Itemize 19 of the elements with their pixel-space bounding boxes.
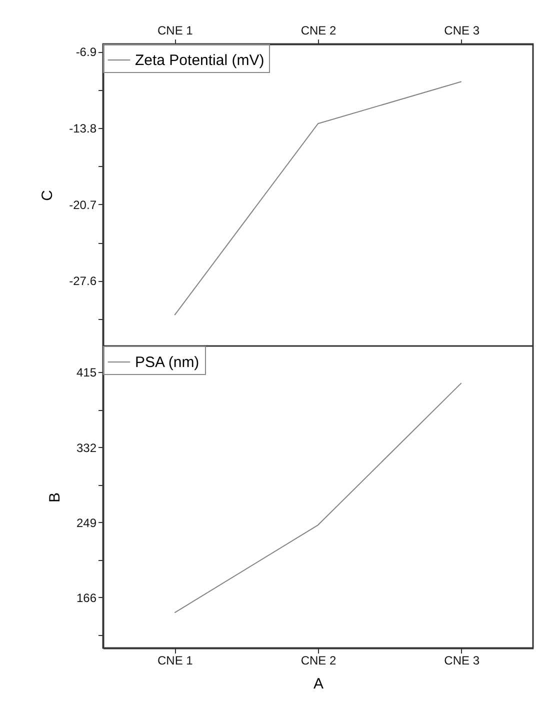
x-tick-label: CNE 1 bbox=[157, 24, 194, 38]
x-axis-title: A bbox=[313, 676, 324, 692]
x-tick-label: CNE 3 bbox=[444, 24, 480, 38]
y-tick-label: 415 bbox=[76, 366, 97, 380]
x-tick-label: CNE 2 bbox=[300, 654, 336, 668]
y-tick-label: 166 bbox=[76, 590, 97, 605]
y-tick-label: -6.9 bbox=[76, 45, 97, 60]
legend-label: PSA (nm) bbox=[135, 354, 200, 371]
y-tick-label: -27.6 bbox=[69, 274, 97, 288]
legend-label: Zeta Potential (mV) bbox=[135, 52, 264, 69]
x-tick-label: CNE 1 bbox=[157, 654, 194, 668]
y-axis-title: C bbox=[39, 190, 56, 201]
y-tick-label: 249 bbox=[76, 516, 97, 530]
y-tick-label: -13.8 bbox=[69, 122, 97, 136]
x-tick-label: CNE 3 bbox=[444, 654, 480, 668]
x-tick-label: CNE 2 bbox=[300, 24, 336, 38]
y-tick-label: 332 bbox=[76, 440, 97, 455]
y-axis-title: B bbox=[46, 492, 64, 503]
y-tick-label: -20.7 bbox=[69, 198, 97, 212]
